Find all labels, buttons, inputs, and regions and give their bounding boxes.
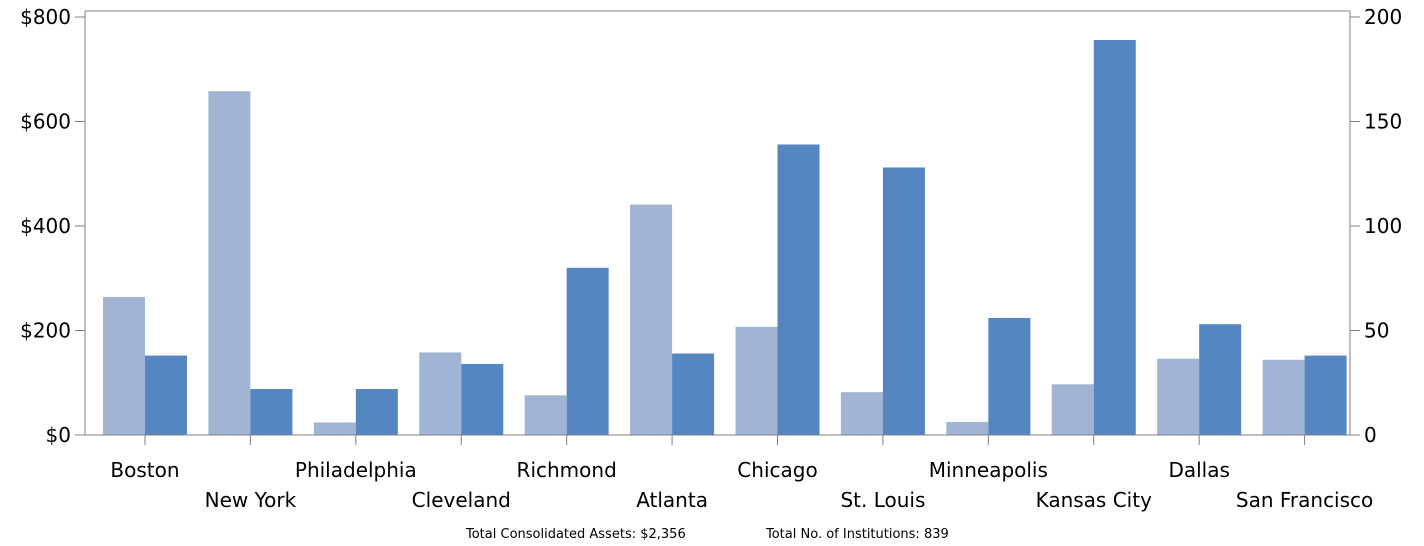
- right-tick-label: 50: [1364, 319, 1389, 343]
- bar-assets-new-york: [208, 91, 251, 435]
- bar-assets-richmond: [524, 395, 567, 435]
- category-label: Richmond: [517, 458, 617, 482]
- bar-institutions-cleveland: [461, 363, 504, 435]
- category-label: Boston: [110, 458, 179, 482]
- bar-assets-st-louis: [840, 392, 883, 435]
- right-tick-label: 100: [1364, 214, 1402, 238]
- category-label: Atlanta: [636, 488, 708, 512]
- category-label: Philadelphia: [295, 458, 417, 482]
- left-tick-label: $400: [20, 214, 71, 238]
- category-label: San Francisco: [1236, 488, 1373, 512]
- bar-institutions-atlanta: [672, 353, 715, 435]
- labels-layer: $0 $200 $400 $600 $800 0 50 100 150 200 Boston New …: [20, 5, 1402, 512]
- bar-assets-chicago: [735, 326, 778, 435]
- right-tick-label: 200: [1364, 5, 1402, 29]
- bar-assets-kansas-city: [1051, 384, 1094, 435]
- category-label: Kansas City: [1036, 488, 1153, 512]
- category-label: New York: [205, 488, 297, 512]
- bar-institutions-philadelphia: [355, 389, 398, 435]
- bar-assets-philadelphia: [313, 422, 356, 435]
- bar-institutions-new-york: [250, 389, 293, 435]
- bar-institutions-san-francisco: [1304, 355, 1347, 435]
- category-label: Dallas: [1168, 458, 1229, 482]
- category-label: St. Louis: [840, 488, 925, 512]
- bar-assets-minneapolis: [946, 421, 989, 435]
- category-label: Cleveland: [412, 488, 511, 512]
- right-tick-label: 150: [1364, 110, 1402, 134]
- left-tick-label: $800: [20, 5, 71, 29]
- right-tick-label: 0: [1364, 423, 1377, 447]
- left-tick-label: $0: [46, 423, 71, 447]
- bar-institutions-chicago: [777, 144, 820, 436]
- bar-institutions-st-louis: [882, 167, 925, 436]
- category-label: Chicago: [737, 458, 817, 482]
- bar-assets-cleveland: [419, 352, 462, 435]
- category-label: Minneapolis: [929, 458, 1048, 482]
- bar-assets-atlanta: [630, 204, 673, 435]
- bar-institutions-dallas: [1199, 324, 1242, 435]
- footnote-total-institutions: Total No. of Institutions: 839: [765, 527, 949, 542]
- bar-assets-san-francisco: [1262, 359, 1305, 435]
- bar-institutions-kansas-city: [1093, 39, 1136, 436]
- bar-assets-dallas: [1157, 358, 1200, 435]
- bars-layer: [103, 39, 1347, 436]
- axes-layer: [75, 10, 1360, 445]
- bar-assets-boston: [103, 297, 145, 435]
- footnote-total-assets: Total Consolidated Assets: $2,356: [465, 527, 686, 542]
- bar-institutions-richmond: [566, 267, 609, 435]
- bar-institutions-minneapolis: [988, 317, 1031, 435]
- bar-institutions-boston: [145, 355, 187, 435]
- left-tick-label: $200: [20, 319, 71, 343]
- left-tick-label: $600: [20, 110, 71, 134]
